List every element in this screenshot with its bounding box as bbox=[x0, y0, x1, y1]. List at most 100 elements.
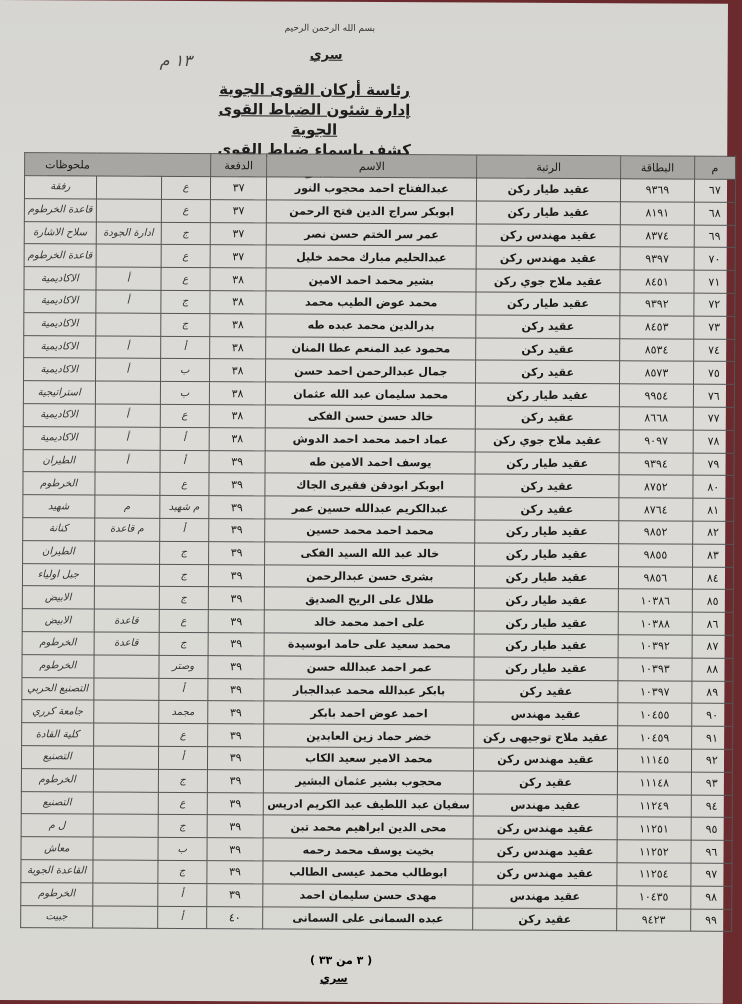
cell-no: ٨٣ bbox=[692, 543, 734, 567]
cell-h2 bbox=[95, 312, 161, 336]
cell-h1: وصتر bbox=[158, 655, 208, 679]
cell-name: طلال على الريح الصديق bbox=[264, 587, 475, 612]
cell-h3: كلية القادة bbox=[21, 722, 94, 746]
cell-h3: التصنيع bbox=[21, 791, 93, 815]
cell-rank: عقيد مهندس ركن bbox=[473, 747, 618, 772]
col-header-card: البطاقة bbox=[620, 155, 695, 180]
cell-h3: الاكاديمية bbox=[23, 335, 96, 359]
cell-h1: أ bbox=[159, 449, 209, 473]
cell-card: ١١١٤٥ bbox=[617, 748, 692, 772]
cell-h1: ج bbox=[160, 313, 210, 337]
cell-card: ٨٧٥٢ bbox=[619, 475, 693, 499]
cell-name: خالد حسن حسن الفكى bbox=[265, 404, 476, 429]
cell-no: ٩٠ bbox=[691, 703, 733, 727]
cell-rank: عقيد ركن bbox=[475, 337, 620, 362]
cell-name: عمر سر الختم حسن نصر bbox=[266, 222, 477, 247]
col-header-batch: الدفعة bbox=[210, 153, 268, 177]
cell-name: جمال عبدالرحمن احمد حسن bbox=[265, 359, 476, 384]
cell-h1: ج bbox=[158, 769, 208, 793]
classification-top: سري bbox=[309, 47, 343, 63]
cell-rank: عقيد طيار ركن bbox=[475, 291, 621, 316]
cell-h1: ع bbox=[158, 609, 209, 633]
cell-card: ١٠٤٥٩ bbox=[617, 725, 692, 750]
cell-no: ٨٥ bbox=[691, 589, 734, 613]
cell-h3: الاكاديمية bbox=[23, 266, 96, 290]
cell-h3: الطيران bbox=[23, 449, 95, 473]
cell-h3: القاعدة الجوية bbox=[20, 859, 93, 883]
cell-card: ٩٨٥٢ bbox=[618, 520, 693, 544]
cell-h3: الابيض bbox=[22, 608, 94, 632]
cell-card: ٨٣٧٤ bbox=[620, 224, 695, 248]
cell-batch: ٣٩ bbox=[207, 609, 265, 633]
cell-card: ١١٢٥٤ bbox=[616, 862, 691, 886]
cell-name: عبدالفتاح احمد محجوب النور bbox=[266, 176, 477, 201]
cell-name: عبده السمانى على السمانى bbox=[263, 906, 473, 931]
cell-no: ٩٧ bbox=[690, 863, 732, 887]
cell-card: ٨٥٣٤ bbox=[619, 338, 694, 362]
cell-h3: الخرطوم bbox=[22, 631, 94, 655]
cell-h3: الخرطوم bbox=[21, 768, 94, 792]
cell-name: سفيان عبد اللطيف عبد الكريم ادريس bbox=[263, 792, 474, 817]
cell-h3: قاعدة الخرطوم bbox=[24, 198, 97, 222]
cell-h2 bbox=[94, 563, 160, 587]
cell-no: ٩٩ bbox=[690, 908, 732, 932]
cell-h2: أ bbox=[94, 449, 160, 473]
cell-batch: ٣٨ bbox=[209, 358, 267, 383]
cell-name: محجوب بشير عثمان البشير bbox=[263, 769, 474, 794]
cell-rank: عقيد طيار ركن bbox=[475, 451, 620, 476]
cell-h1: ج bbox=[159, 563, 209, 587]
cell-name: بخيت يوسف محمد رحمه bbox=[263, 838, 474, 862]
cell-batch: ٤٠ bbox=[206, 906, 264, 930]
cell-h2: أ bbox=[94, 403, 161, 428]
cell-rank: عقيد ركن bbox=[475, 360, 620, 384]
cell-card: ٩٣٦٩ bbox=[620, 178, 695, 202]
cell-h1: ع bbox=[161, 176, 211, 200]
cell-card: ٩٤٢٣ bbox=[616, 908, 691, 932]
cell-h1: أ bbox=[159, 427, 210, 451]
cell-batch: ٣٨ bbox=[209, 267, 267, 291]
cell-card: ٨٤٥٣ bbox=[619, 315, 694, 339]
cell-batch: ٣٩ bbox=[208, 450, 266, 474]
cell-batch: ٣٨ bbox=[209, 313, 267, 337]
cell-batch: ٣٨ bbox=[208, 427, 266, 451]
cell-rank: عقيد طيار ركن bbox=[474, 588, 619, 612]
handwritten-reference: ١٣ م bbox=[159, 50, 192, 71]
cell-name: بشير محمد احمد الامين bbox=[266, 268, 477, 292]
cell-card: ١٠٤٥٥ bbox=[617, 703, 692, 727]
cell-card: ١١٢٥٢ bbox=[617, 839, 691, 864]
cell-rank: عقيد طيار ركن bbox=[474, 633, 619, 658]
cell-h1: ج bbox=[158, 586, 209, 610]
cell-rank: عقيد ركن bbox=[475, 405, 620, 430]
cell-card: ٨٤٥١ bbox=[620, 269, 694, 294]
cell-h3: الخرطوم bbox=[22, 471, 95, 496]
cell-h3: ل م bbox=[21, 813, 93, 838]
cell-batch: ٣٩ bbox=[208, 472, 266, 497]
cell-h3: الاكاديمية bbox=[23, 426, 95, 450]
cell-h2 bbox=[93, 745, 159, 770]
cell-card: ٩٣٩٧ bbox=[620, 247, 694, 271]
cell-h2: أ bbox=[95, 289, 161, 314]
cell-h2 bbox=[92, 837, 158, 861]
cell-rank: عقيد مهندس bbox=[472, 884, 617, 909]
title-line-2: إدارة شئون الضباط القوى الجوية bbox=[218, 100, 411, 139]
cell-name: محمد سعيد على حامد ابوسيدة bbox=[264, 632, 475, 657]
cell-rank: عقيد طيار ركن bbox=[476, 177, 621, 202]
cell-rank: عقيد طيار ركن bbox=[474, 565, 619, 590]
cell-rank: عقيد طيار ركن bbox=[475, 383, 620, 407]
cell-no: ٦٩ bbox=[693, 224, 736, 248]
cell-h2 bbox=[93, 677, 159, 701]
cell-name: بدرالدين محمد عبده طه bbox=[266, 313, 476, 338]
cell-h3: شهيد bbox=[22, 494, 95, 518]
cell-no: ٧٢ bbox=[693, 293, 735, 317]
cell-h3: الاكاديمية bbox=[23, 289, 96, 313]
cell-h2: ادارة الجودة bbox=[95, 221, 162, 245]
cell-batch: ٣٩ bbox=[207, 655, 265, 679]
cell-h3: الاكاديمية bbox=[23, 358, 96, 382]
cell-h1: ب bbox=[160, 381, 210, 405]
cell-h1: ج bbox=[160, 290, 210, 314]
cell-h3: الاكاديمية bbox=[23, 312, 96, 336]
cell-no: ٨٠ bbox=[692, 475, 735, 499]
cell-name: خالد عبد الله السيد الفكى bbox=[264, 541, 475, 566]
cell-no: ٦٧ bbox=[694, 179, 736, 203]
cell-name: ابوبكر ابودقن فقيرى الجاك bbox=[265, 473, 476, 498]
